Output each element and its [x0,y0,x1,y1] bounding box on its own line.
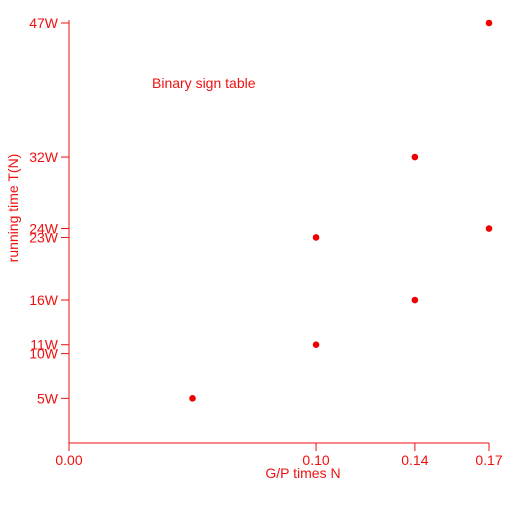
data-point [312,341,320,349]
y-tick-label: 5W [37,390,59,406]
x-tick-label: 0.00 [55,452,82,468]
data-point [485,225,493,232]
x-tick-label: 0.17 [475,452,502,468]
data-point [485,19,493,27]
y-axis-label: running time T(N) [5,154,21,263]
x-axis-label: G/P times N [265,465,340,481]
x-tick-label: 0.14 [401,452,428,468]
y-tick-label: 23W [29,229,59,245]
chart-annotation: Binary sign table [152,75,256,91]
y-tick-label: 32W [29,149,59,165]
x-tick-label: 0.10 [302,452,329,468]
data-points [189,19,493,402]
data-point [312,234,320,241]
axes [68,20,489,444]
x-ticks: 0.00 0.10 0.14 0.17 [55,443,503,468]
data-point [411,153,419,161]
y-tick-label: 16W [29,292,59,308]
y-tick-label: 24W [29,221,59,237]
y-tick-label: 11W [30,337,59,353]
data-point [189,395,196,402]
y-tick-label: 47W [29,15,59,31]
y-tick-label: 10W [29,346,59,362]
data-point [411,296,419,304]
